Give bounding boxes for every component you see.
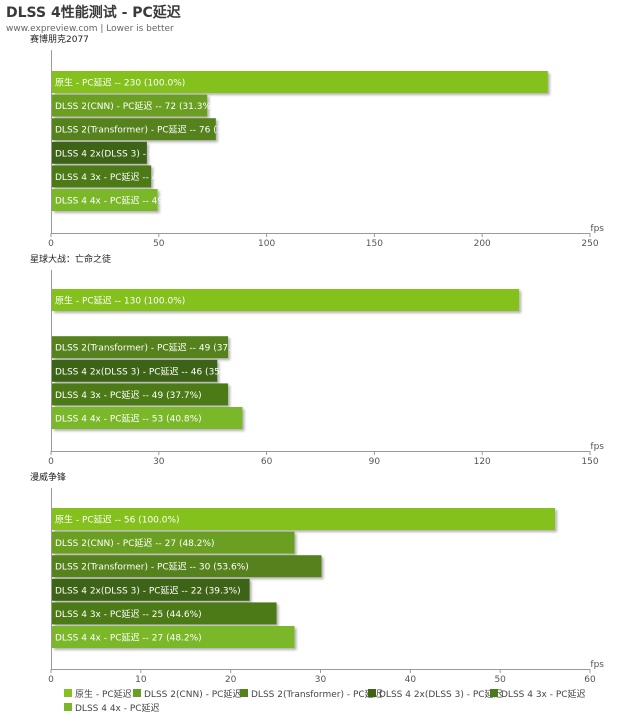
bar [52, 141, 147, 164]
legend-swatch [133, 689, 141, 697]
bar [52, 578, 250, 601]
x-tick-label: 50 [494, 675, 506, 685]
x-tick-label: 40 [405, 675, 417, 685]
legend-item-label: 原生 - PC延迟 [75, 688, 132, 700]
x-axis-unit: fps [590, 224, 604, 234]
x-tick-label: 250 [581, 239, 598, 249]
x-tick-label: 20 [225, 675, 237, 685]
bar [52, 336, 229, 359]
page-subtitle: www.expreview.com | Lower is better [6, 24, 174, 34]
bar-label: DLSS 4 2x(DLSS 3) - PC延迟 -- 22 (39.3%) [55, 584, 241, 596]
bar-label: DLSS 4 4x - PC延迟 -- 27 (48.2%) [55, 632, 202, 644]
x-axis-unit: fps [590, 660, 604, 670]
bar [52, 165, 152, 188]
bar-label: 原生 - PC延迟 -- 56 (100.0%) [55, 514, 180, 526]
bar [52, 359, 218, 382]
bar-label: DLSS 4 2x(DLSS 3) - PC延迟 -- 46 (35.4%) [55, 365, 241, 377]
bar-label: DLSS 2(Transformer) - PC延迟 -- 76 (33.0%) [55, 124, 249, 136]
header: DLSS 4性能测试 - PC延迟 www.expreview.com | Lo… [6, 0, 181, 34]
x-tick-label: 0 [48, 457, 54, 467]
bar-label: DLSS 2(CNN) - PC延迟 -- 72 (31.3%) [55, 100, 215, 112]
legend-item-label: DLSS 4 4x - PC延迟 [75, 702, 160, 714]
legend-swatch [368, 689, 376, 697]
bar [52, 531, 295, 554]
x-tick-label: 0 [48, 675, 54, 685]
x-tick-label: 30 [153, 457, 165, 467]
legend-swatch [64, 703, 72, 711]
legend-item-label: DLSS 2(Transformer) - PC延迟 [251, 688, 383, 700]
legend: 原生 - PC延迟 DLSS 2(CNN) - PC延迟 DLSS 2(Transf… [64, 688, 586, 714]
x-tick-label: 50 [153, 239, 165, 249]
x-tick-label: 150 [366, 239, 383, 249]
x-tick-label: 100 [258, 239, 275, 249]
legend-item-label: DLSS 4 2x(DLSS 3) - PC延迟 [379, 688, 503, 700]
x-tick-label: 60 [261, 457, 273, 467]
bar-label: DLSS 4 3x - PC延迟 -- 49 (37.7%) [55, 389, 202, 401]
bar-label: DLSS 2(Transformer) - PC延迟 -- 30 (53.6%) [55, 561, 249, 573]
bar [52, 71, 548, 93]
bar-label: DLSS 4 3x - PC延迟 -- 46 (20.0%) [55, 171, 202, 183]
chart-title: 漫威争锋 [30, 471, 66, 483]
x-tick-label: 90 [369, 457, 381, 467]
x-tick-label: 60 [584, 675, 596, 685]
chart-3: 漫威争锋 0 10 20 30 40 50 60 fps 原生 - PC延迟 -- 56 (100… [30, 471, 604, 685]
bar-label: DLSS 4 4x - PC延迟 -- 53 (40.8%) [55, 413, 202, 425]
bar-label: 原生 - PC延迟 -- 230 (100.0%) [55, 77, 185, 89]
bar-label: DLSS 2(CNN) - PC延迟 -- 27 (48.2%) [55, 537, 215, 549]
bar [52, 189, 158, 211]
bar [52, 118, 216, 141]
chart-1: 赛博朋克2077 0 50 100 150 200 250 fps 原生 - PC延迟 -- 2… [30, 33, 604, 249]
bar [52, 94, 208, 117]
bar-label: 原生 - PC延迟 -- 130 (100.0%) [55, 295, 185, 307]
legend-item-label: DLSS 2(CNN) - PC延迟 [144, 688, 241, 700]
bar [52, 508, 556, 530]
legend-item-label: DLSS 4 3x - PC延迟 [501, 688, 586, 700]
chart-title: 星球大战：亡命之徒 [30, 253, 111, 265]
bar [52, 555, 322, 578]
x-axis-unit: fps [590, 442, 604, 452]
legend-swatch [490, 689, 498, 697]
bar-label: DLSS 4 2x(DLSS 3) - PC延迟 -- 44 (19.1%) [55, 147, 241, 159]
chart-title: 赛博朋克2077 [30, 33, 89, 45]
bar-label: DLSS 2(Transformer) - PC延迟 -- 49 (37.7%) [55, 342, 249, 354]
x-tick-label: 10 [135, 675, 147, 685]
bar [52, 289, 520, 311]
legend-swatch [64, 689, 72, 697]
bar [52, 383, 229, 406]
x-tick-label: 0 [48, 239, 54, 249]
x-tick-label: 30 [315, 675, 327, 685]
x-tick-label: 120 [474, 457, 491, 467]
page-title: DLSS 4性能测试 - PC延迟 [6, 5, 181, 21]
bar-label: DLSS 4 3x - PC延迟 -- 25 (44.6%) [55, 608, 202, 620]
chart-2: 星球大战：亡命之徒 0 30 60 90 120 150 fps 原生 - PC延迟 -- 13… [30, 253, 604, 467]
bar [52, 407, 243, 429]
bar [52, 602, 277, 625]
legend-swatch [240, 689, 248, 697]
bar [52, 626, 295, 648]
x-tick-label: 150 [581, 457, 598, 467]
bar-label: DLSS 4 4x - PC延迟 -- 49 (21.3%) [55, 195, 202, 207]
x-tick-label: 200 [474, 239, 491, 249]
